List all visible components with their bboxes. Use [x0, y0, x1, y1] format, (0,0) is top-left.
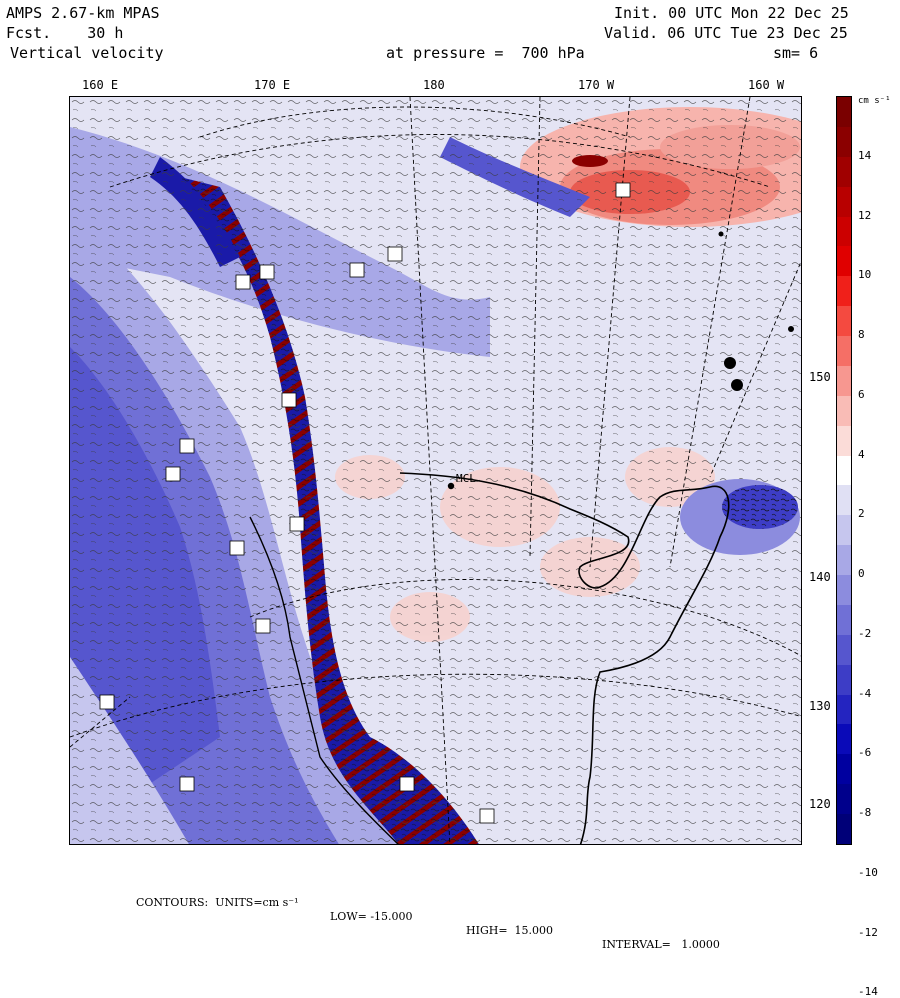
- colorbar-tick-label: -6: [858, 746, 872, 760]
- vertical-velocity-map: MCL: [70, 97, 801, 844]
- colorbar-tick-label: -10: [858, 865, 878, 879]
- contour-info: CONTOURS: UNITS=cm s⁻¹ LOW= -15.000 HIGH…: [0, 882, 900, 952]
- valid-time: Valid. 06 UTC Tue 23 Dec 25: [604, 24, 848, 42]
- field-name: Vertical velocity: [10, 44, 164, 62]
- colorbar-segment: [837, 395, 851, 427]
- mountain-waves-east: [572, 155, 800, 555]
- colorbar-tick-label: -8: [858, 806, 872, 820]
- lon-label-160w: 160 W: [748, 78, 785, 92]
- colorbar: cm s⁻¹ 14 12 10 8 6 4 2 0 -2 -4 -6 -8 -10 -12 -14: [836, 96, 900, 998]
- colorbar-segment: [837, 664, 851, 696]
- colorbar-tick-label: 2: [858, 507, 865, 521]
- colorbar-tick-label: 8: [858, 328, 865, 342]
- colorbar-segment: [837, 246, 851, 277]
- colorbar-tick-label: 12: [858, 208, 872, 222]
- colorbar-segment: [837, 604, 851, 636]
- colorbar-segment: [837, 545, 851, 576]
- lon-label-180: 180: [423, 78, 445, 92]
- contour-texture: [70, 97, 801, 844]
- contour-low: LOW= -15.000: [330, 910, 413, 923]
- colorbar-segment: [837, 575, 851, 606]
- colorbar-tick-label: 4: [858, 447, 865, 461]
- colorbar-tick-label: -2: [858, 626, 872, 640]
- lon-label-170e: 170 E: [254, 78, 291, 92]
- colorbar-segment: [837, 784, 851, 815]
- station-mcmurdo: [447, 482, 455, 490]
- colorbar-units: cm s⁻¹: [858, 96, 891, 106]
- colorbar-tick-label: 6: [858, 387, 865, 401]
- contour-label-boxes: [99, 182, 631, 824]
- colorbar-segment: [837, 724, 851, 755]
- colorbar-segment: [837, 306, 851, 337]
- pressure-level: at pressure = 700 hPa: [386, 44, 585, 62]
- station-label: MCL: [456, 472, 476, 485]
- colorbar-tick-label: 0: [858, 567, 865, 581]
- forecast-hour: Fcst. 30 h: [6, 24, 124, 42]
- colorbar-tick-label: -14: [858, 985, 878, 998]
- colorbar-segment: [837, 186, 851, 217]
- smoothing-level: sm= 6: [773, 44, 819, 62]
- contour-high: HIGH= 15.000: [466, 924, 554, 937]
- colorbar-tick-label: 10: [858, 268, 872, 282]
- lon-label-170w: 170 W: [578, 78, 615, 92]
- colorbar-segment: [837, 156, 851, 188]
- contour-interval: INTERVAL= 1.0000: [602, 938, 720, 951]
- colorbar-tick-label: 14: [858, 148, 872, 162]
- colorbar-segment: [837, 276, 851, 307]
- colorbar-segment: [837, 216, 851, 247]
- colorbar-segment: [837, 485, 851, 516]
- init-time: Init. 00 UTC Mon 22 Dec 25: [614, 4, 849, 22]
- colorbar-segment: [837, 634, 851, 666]
- graticule: [70, 97, 801, 844]
- colorbar-segment: [837, 126, 851, 158]
- colorbar-segment: [837, 455, 851, 486]
- colorbar-tick-label: -4: [858, 686, 872, 700]
- colorbar-segment: [837, 365, 851, 397]
- colorbar-segment: [837, 425, 851, 457]
- lon-label-160e: 160 E: [82, 78, 119, 92]
- colorbar-segment: [837, 754, 851, 785]
- colorbar-segment: [837, 694, 851, 725]
- colorbar-segment: [837, 515, 851, 546]
- colorbar-segment: [837, 97, 851, 128]
- colorbar-segment: [837, 336, 851, 367]
- coastline-west: [249, 516, 399, 844]
- map-panel: MCL: [69, 96, 802, 845]
- contour-units: CONTOURS: UNITS=cm s⁻¹: [136, 896, 299, 909]
- island-markers: [718, 231, 794, 391]
- colorbar-segment: [837, 814, 851, 845]
- colorbar-scale: [836, 96, 852, 845]
- model-title: AMPS 2.67-km MPAS: [6, 4, 160, 22]
